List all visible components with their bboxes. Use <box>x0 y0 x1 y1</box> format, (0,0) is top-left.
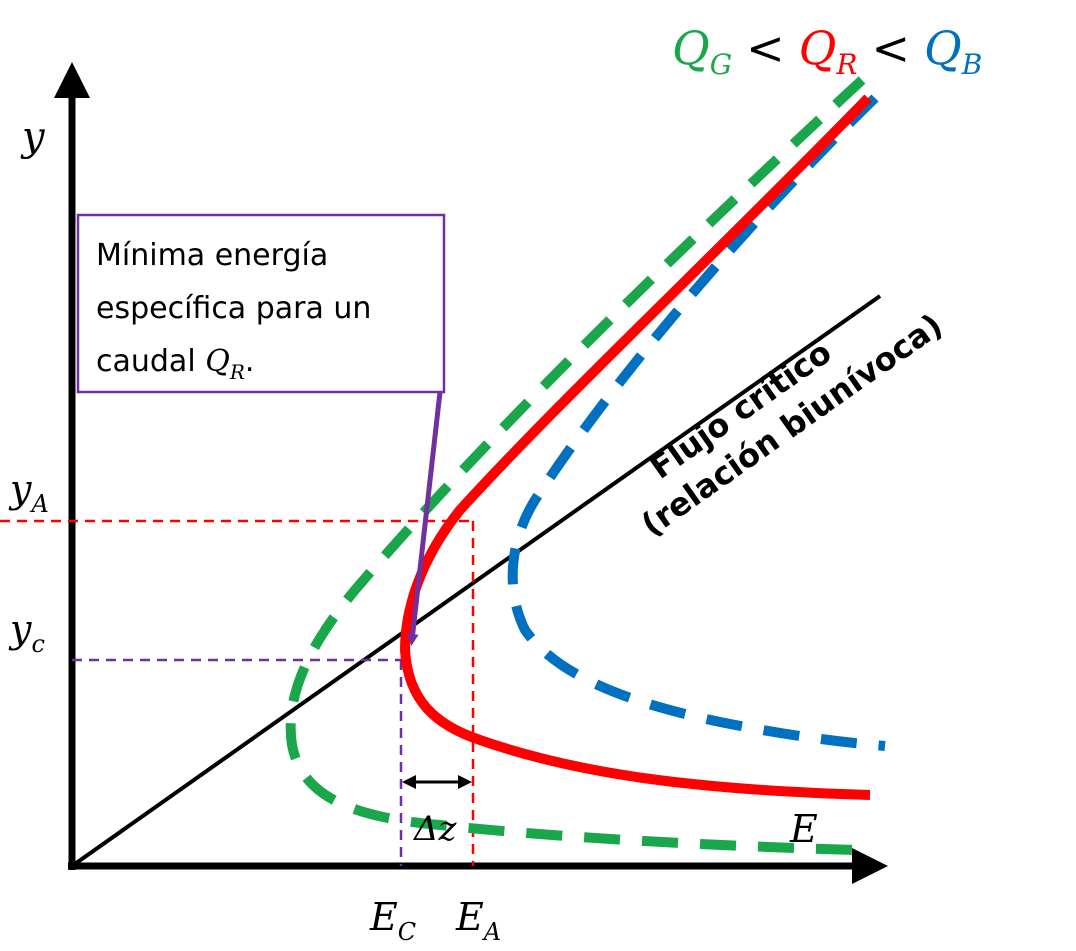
flow-comparison-legend: QG < QR < QB <box>672 21 982 81</box>
ec-main: E <box>369 895 398 939</box>
callout-box <box>76 213 446 394</box>
critical-flow-label: Flujo crítico (relación biunívoca) <box>634 306 949 544</box>
legend-lt-1: < <box>746 21 785 75</box>
callout-line-2: específica para un <box>96 291 371 326</box>
curve-qr-red <box>399 94 872 800</box>
ea-label: EA <box>455 895 501 946</box>
legend-qg-sub: G <box>710 48 732 81</box>
legend-qr-sub: R <box>835 48 857 81</box>
critical-flow-line <box>70 294 882 868</box>
y-axis-arrowhead <box>54 62 90 98</box>
x-axis-arrowhead <box>852 848 888 884</box>
legend-lt-2: < <box>871 21 910 75</box>
delta-z-label: Δz <box>412 809 458 849</box>
yc-label: yc <box>8 607 45 658</box>
yc-main: y <box>8 607 32 651</box>
delta-z-arrowhead-right <box>458 775 472 789</box>
ya-label: yA <box>8 467 49 518</box>
callout-line-3: caudal QR. <box>96 344 254 384</box>
axes <box>54 62 888 884</box>
y-axis-label: y <box>20 114 46 160</box>
legend-qr: Q <box>799 21 837 75</box>
callout-q: Q <box>205 344 230 379</box>
ec-label: EC <box>369 895 416 946</box>
x-axis-label: E <box>789 807 818 851</box>
reference-lines <box>0 519 475 866</box>
delta-z-dimension: Δz <box>402 775 472 849</box>
callout-line-3-suffix: . <box>245 344 255 379</box>
callout-line-3-prefix: caudal <box>96 344 205 379</box>
delta-z-arrowhead-left <box>402 775 416 789</box>
callout: Mínima energía específica para un caudal… <box>76 213 446 646</box>
energy-curves <box>285 76 886 855</box>
callout-pointer-arrow <box>406 391 443 646</box>
ea-main: E <box>455 895 484 939</box>
critical-label-line-2: (relación biunívoca) <box>634 306 949 544</box>
ya-sub: A <box>29 490 48 518</box>
ec-sub: C <box>398 918 416 946</box>
ya-main: y <box>8 467 32 511</box>
legend-qg: Q <box>672 21 710 75</box>
legend-qb: Q <box>924 21 962 75</box>
curve-qb-blue <box>507 94 886 751</box>
legend-qb-sub: B <box>961 48 983 81</box>
yc-sub: c <box>31 630 44 658</box>
callout-line-1: Mínima energía <box>96 238 328 273</box>
curve-qg-green <box>285 76 866 855</box>
callout-q-sub: R <box>229 360 245 384</box>
ea-sub: A <box>482 918 501 946</box>
